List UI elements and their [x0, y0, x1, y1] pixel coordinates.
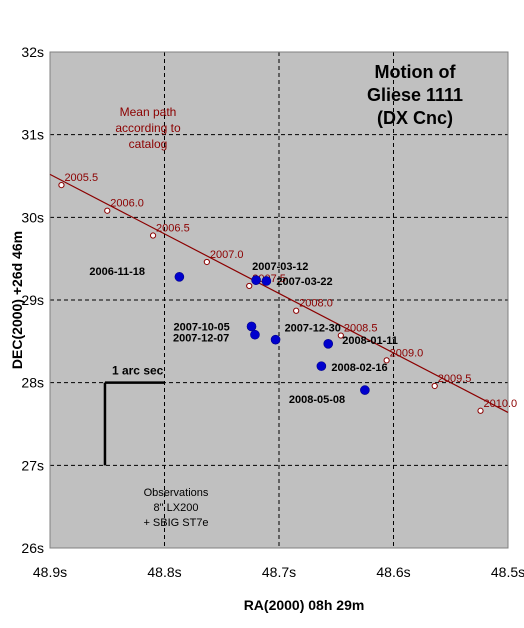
chart-title-line: Gliese 1111 — [367, 85, 463, 105]
epoch-marker — [58, 181, 65, 189]
observation-label: 2006-11-18 — [89, 266, 145, 278]
observation-point — [246, 321, 257, 332]
chart-title-line: (DX Cnc) — [377, 108, 453, 128]
epoch-marker — [477, 407, 484, 414]
observation-label: 2008-01-11 — [342, 335, 398, 347]
epoch-label: 2009.5 — [438, 373, 472, 385]
observation-label: 2008-02-16 — [331, 362, 387, 374]
observation-point — [251, 275, 261, 285]
observation-label: 2007-03-12 — [252, 261, 308, 273]
epoch-label: 2005.5 — [64, 172, 98, 184]
y-axis-title: DEC(2000) +26d 46m — [9, 231, 25, 369]
scale-bar-label: 1 arc sec — [112, 364, 164, 378]
x-tick-label: 48.5s — [491, 564, 524, 580]
y-tick-label: 30s — [21, 209, 44, 225]
observation-point — [270, 334, 281, 345]
epoch-label: 2006.5 — [156, 223, 190, 235]
y-tick-label: 28s — [21, 375, 44, 391]
plot-border — [49, 51, 509, 549]
epoch-marker — [431, 382, 438, 390]
observation-label: 2008-05-08 — [289, 394, 345, 406]
observation-point — [316, 361, 327, 371]
mean-path-label-line: according to — [115, 121, 181, 135]
observation-label: 2007-12-30 — [285, 323, 341, 335]
x-tick-label: 48.8s — [147, 564, 181, 580]
epoch-label: 2010.0 — [484, 398, 518, 410]
epoch-label: 2007.0 — [210, 249, 244, 261]
observation-label: 2007-03-22 — [276, 276, 332, 288]
mean-path-label-line: Mean path — [120, 105, 177, 119]
epoch-marker — [246, 282, 253, 290]
epoch-marker — [104, 207, 111, 214]
x-axis-title: RA(2000) 08h 29m — [244, 597, 365, 613]
epoch-marker — [149, 232, 157, 239]
observation-point — [261, 276, 272, 286]
epoch-label: 2008.0 — [299, 298, 333, 310]
mean-path-line — [49, 173, 509, 413]
x-tick-label: 48.6s — [376, 564, 410, 580]
y-tick-label: 31s — [21, 127, 44, 143]
observations-note-line: + SBIG ST7e — [143, 517, 208, 529]
observations-note-line: Observations — [144, 487, 209, 499]
epoch-marker — [337, 332, 344, 339]
mean-path-label-line: catalog — [129, 137, 168, 151]
gridlines — [50, 52, 508, 548]
observation-point — [360, 385, 370, 395]
observation-label: 2007-12-07 — [173, 333, 229, 345]
x-tick-label: 48.9s — [33, 564, 67, 580]
chart-title-line: Motion of — [375, 62, 457, 82]
epoch-marker — [383, 357, 390, 364]
epoch-marker — [203, 258, 210, 266]
observation-point — [323, 339, 334, 349]
epoch-marker — [293, 307, 300, 314]
observation-point — [174, 272, 185, 282]
y-tick-label: 27s — [21, 457, 44, 473]
x-tick-label: 48.7s — [262, 564, 296, 580]
observation-point — [250, 329, 260, 340]
y-tick-label: 32s — [21, 44, 44, 60]
observation-label: 2007-10-05 — [174, 321, 230, 333]
observations-note-line: 8" LX200 — [154, 502, 199, 514]
epoch-label: 2006.0 — [110, 198, 144, 210]
epoch-label: 2008.5 — [344, 323, 378, 335]
epoch-label: 2009.0 — [390, 347, 424, 359]
y-tick-label: 29s — [21, 292, 44, 308]
y-tick-label: 26s — [21, 540, 44, 556]
